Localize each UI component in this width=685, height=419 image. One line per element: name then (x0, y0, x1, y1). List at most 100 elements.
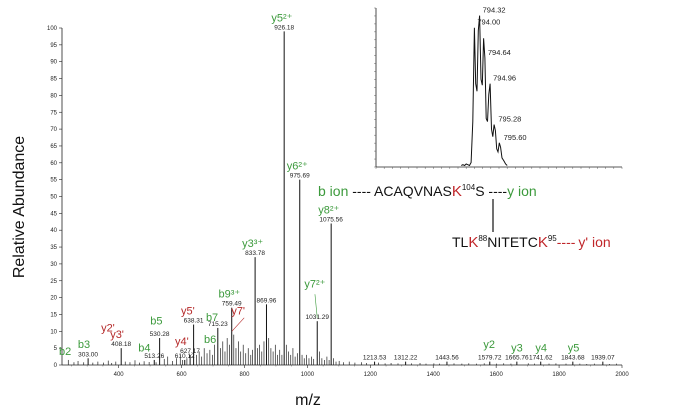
y-tick-label: 0 (54, 363, 58, 369)
peak-label: 303.00 (78, 351, 98, 358)
x-tick-label: 800 (239, 372, 250, 378)
ion-label: y3' (110, 329, 124, 341)
peak-label: 1843.68 (561, 355, 585, 362)
y-tick-label: 45 (50, 211, 57, 217)
sequence-a: ACAQVNAS (374, 183, 452, 199)
y-prime-ion-label: y' ion (578, 234, 610, 250)
x-tick-label: 1200 (364, 372, 378, 378)
dashes-left: ---- (348, 183, 374, 199)
ion-label: b3 (78, 339, 90, 351)
y-tick-label: 85 (50, 77, 57, 83)
x-tick-label: 1000 (301, 372, 315, 378)
main-axes: 0 5 10 15 20 25 30 35 40 45 50 55 60 65 70 75 80 85 90 95 10… (47, 26, 629, 378)
peak-label: 1443.56 (435, 355, 459, 362)
x-tick-label: 1800 (552, 372, 566, 378)
bottom-number-1: 88 (478, 234, 487, 243)
peptide-bottom: TLK88NITETCK95---- y' ion (452, 234, 611, 251)
y-tick-label: 40 (50, 228, 57, 234)
y-tick-label: 80 (50, 93, 57, 99)
y-tick-label: 5 (54, 346, 58, 352)
ion-label: y8²⁺ (318, 204, 339, 216)
peak-label: 627.17 (180, 348, 200, 355)
peak-label: 869.96 (257, 297, 277, 304)
modified-residue: K (452, 183, 462, 200)
y-tick-label: 10 (50, 329, 57, 335)
peak-label: 1312.22 (394, 355, 418, 362)
ion-leader (314, 294, 318, 318)
minor-peaks (67, 334, 617, 365)
bottom-residue-2: K (538, 234, 548, 251)
ion-label: y2 (483, 339, 495, 351)
ion-label: y4' (175, 336, 189, 348)
y-tick-label: 75 (50, 110, 57, 116)
y-tick-label: 90 (50, 60, 57, 66)
peak-label: 513.26 (144, 353, 164, 360)
peak-label: 638.31 (184, 318, 204, 325)
ion-label: y2' (101, 322, 115, 334)
b-ion-label: b ion (318, 183, 348, 199)
peak-label: 1741.62 (529, 355, 553, 362)
peak-label: 975.69 (290, 173, 310, 180)
ion-label: y5 (568, 343, 580, 355)
y-tick-label: 15 (50, 312, 57, 318)
sequence-b: S (475, 183, 484, 199)
ion-label: b4 (138, 343, 150, 355)
ion-label: y5' (181, 305, 195, 317)
peak-label: 1213.53 (363, 355, 387, 362)
dashes-right: ---- (485, 183, 508, 199)
inset-peak-label: 795.28 (498, 115, 521, 124)
peak-label: 530.28 (150, 331, 170, 338)
ion-label: y6²⁺ (287, 161, 308, 173)
ion-label: y7' (231, 305, 245, 317)
ion-label: b9³⁺ (219, 289, 241, 301)
y-tick-label: 35 (50, 245, 57, 251)
inset-peak-label: 794.32 (483, 6, 506, 15)
inset-peak-label: 794.00 (477, 18, 500, 27)
isotope-profile (461, 15, 508, 167)
inset-peak-label: 794.96 (493, 74, 516, 83)
y-tick-label: 100 (47, 26, 58, 32)
ion-leader (231, 317, 245, 332)
peak-label: 610.12 (175, 353, 195, 360)
y-tick-label: 50 (50, 195, 57, 201)
peak-label: 1665.76 (505, 355, 529, 362)
y-tick-label: 30 (50, 262, 57, 268)
y-tick-label: 70 (50, 127, 57, 133)
peak-label: 1075.56 (319, 216, 343, 223)
ion-label: b6 (204, 334, 216, 346)
ion-label: y4 (535, 343, 547, 355)
y-axis-label: Relative Abundance (11, 136, 28, 278)
peak-label: 715.23 (208, 321, 228, 328)
x-axis-label: m/z (295, 392, 321, 409)
isotope-inset: 794.32 794.00 794.64 794.96 795.28 795.60 (374, 6, 623, 169)
x-tick-label: 2000 (615, 372, 629, 378)
y-tick-label: 20 (50, 296, 57, 302)
y-tick-label: 65 (50, 144, 57, 150)
bottom-seq-a: TL (452, 234, 469, 250)
ion-label: y3 (511, 343, 523, 355)
peak-label: 408.18 (111, 341, 131, 348)
x-tick-label: 600 (177, 372, 188, 378)
residue-number: 104 (462, 183, 476, 192)
x-tick-label: 1400 (427, 372, 441, 378)
bottom-residue-1: K (468, 234, 478, 251)
y-tick-label: 55 (50, 178, 57, 184)
x-tick-label: 1600 (489, 372, 503, 378)
ion-annotations: b2 b3 y2'y3' b4 b5 y4' b6 y5' b7 y7' b9³⁺ y3³⁺ y5²⁺ y… (59, 12, 579, 358)
peptide-annotation: b ion ---- ACAQVNASK104S ----y ion TLK88… (318, 183, 611, 251)
bottom-number-2: 95 (548, 234, 557, 243)
inset-peak-label: 794.64 (488, 48, 511, 57)
bottom-seq-b: NITETC (487, 234, 538, 250)
peak-label: 1939.07 (591, 355, 615, 362)
peak-label: 926.18 (274, 24, 294, 31)
peak-label: 1579.72 (478, 355, 502, 362)
ion-label: b7 (206, 312, 218, 324)
bottom-dashes: ---- (557, 234, 576, 250)
peak-label: 759.49 (222, 301, 242, 308)
inset-peak-label: 795.60 (504, 133, 527, 142)
ion-label: y3³⁺ (242, 238, 263, 250)
peptide-top: b ion ---- ACAQVNASK104S ----y ion (318, 183, 537, 200)
ion-label: y5²⁺ (271, 12, 292, 24)
ion-label: y7²⁺ (304, 278, 325, 290)
